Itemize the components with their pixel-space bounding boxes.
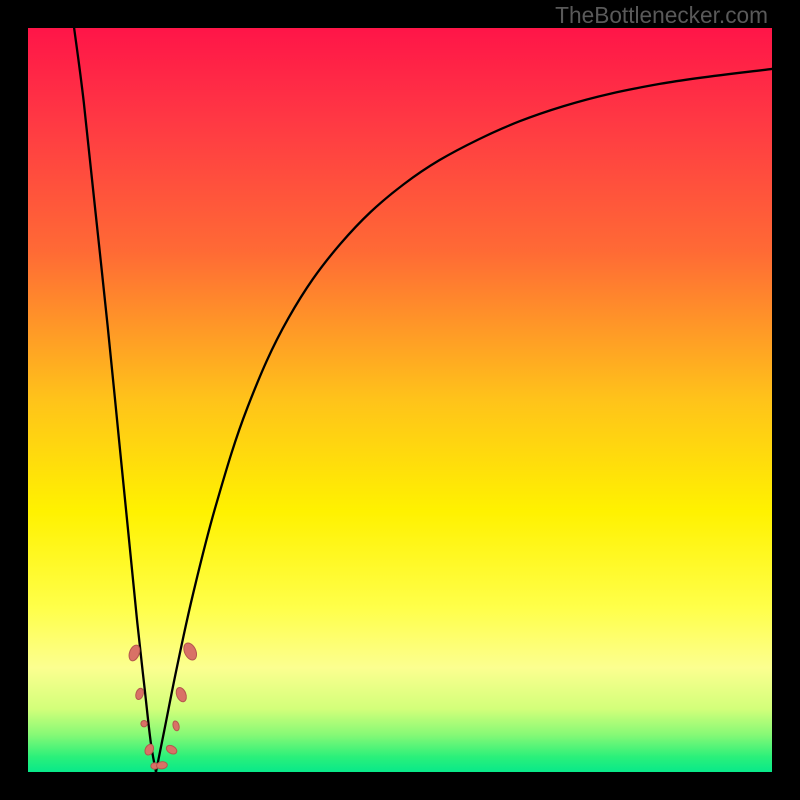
data-marker	[156, 761, 167, 769]
plot-area	[28, 28, 772, 772]
watermark-text: TheBottlenecker.com	[555, 2, 768, 29]
data-marker	[181, 641, 199, 662]
curve-right	[156, 69, 772, 772]
data-marker	[165, 744, 178, 756]
data-marker	[134, 687, 144, 700]
chart-svg	[28, 28, 772, 772]
data-marker	[174, 686, 188, 703]
data-marker	[172, 720, 180, 731]
plot-frame	[28, 28, 772, 772]
data-marker	[141, 720, 147, 726]
curve-left	[74, 28, 156, 772]
chart-root: TheBottlenecker.com	[0, 0, 800, 800]
